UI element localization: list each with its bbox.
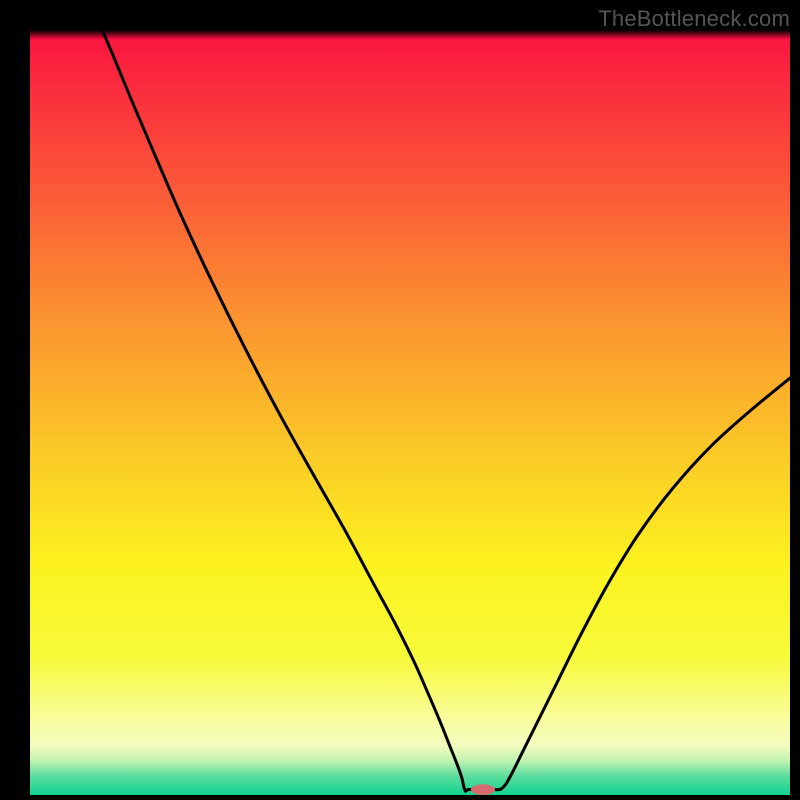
bottleneck-chart: [0, 0, 800, 800]
chart-frame: TheBottleneck.com: [0, 0, 800, 800]
bottom-pill-marker: [471, 784, 495, 795]
chart-top-band: [30, 30, 790, 39]
chart-background: [30, 30, 790, 795]
